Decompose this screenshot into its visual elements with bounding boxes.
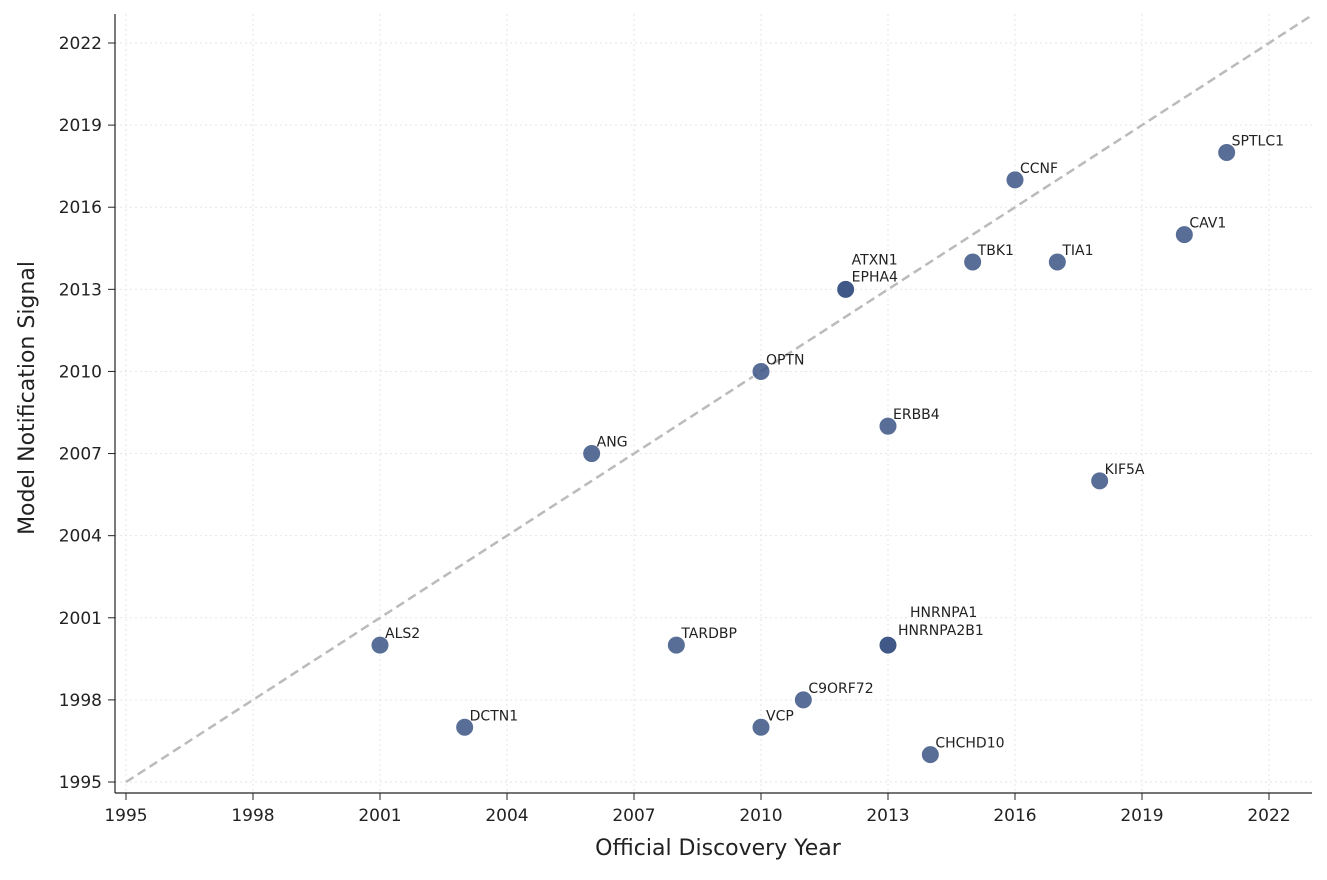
x-tick-label: 2019 [1120, 806, 1163, 826]
reference-line-y-equals-x [125, 15, 1311, 784]
y-tick-label: 1998 [59, 691, 102, 711]
x-tick-label: 2004 [485, 806, 528, 826]
x-ticks: 1995 1998 2001 2004 2007 2010 2013 2016 2019 2022 [104, 793, 1291, 826]
data-point-als2 [370, 635, 390, 655]
x-tick-label: 2013 [866, 806, 909, 826]
y-ticks: 1995 1998 2001 2004 2007 2010 2013 2016 2019 2022 [59, 34, 115, 793]
data-point-c9orf72 [793, 690, 813, 710]
point-label: C9ORF72 [808, 681, 873, 697]
data-point-erbb4 [878, 416, 898, 436]
y-tick-label: 2007 [59, 445, 102, 465]
data-point-kif5a [1090, 471, 1110, 491]
y-tick-label: 2022 [59, 34, 102, 54]
point-label: KIF5A [1105, 462, 1145, 478]
y-tick-label: 2019 [59, 116, 102, 136]
point-label: ALS2 [385, 626, 420, 642]
x-tick-label: 2007 [612, 806, 655, 826]
data-point-dctn1 [455, 717, 475, 737]
data-point-vcp [751, 717, 771, 737]
point-label: CCNF [1020, 161, 1058, 177]
point-label: HNRNPA2B1 [898, 623, 984, 639]
point-label: ERBB4 [893, 407, 940, 423]
point-label: TIA1 [1061, 243, 1093, 259]
data-point-optn [751, 361, 771, 381]
point-label: SPTLC1 [1232, 133, 1284, 149]
y-axis-label: Model Notification Signal [15, 261, 40, 535]
data-point-hnrnpa2b1 [878, 635, 898, 655]
point-labels: ALS2 DCTN1 ANG TARDBP OPTN VCP C9ORF72 ATXN1EPH… [385, 133, 1284, 751]
x-tick-label: 1998 [231, 806, 274, 826]
point-label: TBK1 [977, 243, 1014, 259]
point-label: ANG [597, 435, 628, 451]
data-point-tia1 [1047, 252, 1067, 272]
point-label: DCTN1 [470, 708, 518, 724]
y-tick-label: 1995 [59, 773, 102, 793]
data-point-ccnf [1005, 170, 1025, 190]
y-tick-label: 2004 [59, 527, 102, 547]
point-label: EPHA4 [852, 269, 898, 285]
y-tick-label: 2010 [59, 362, 102, 382]
point-label: VCP [766, 708, 794, 724]
y-tick-label: 2013 [59, 280, 102, 300]
data-point-cav1 [1174, 225, 1194, 245]
x-tick-label: 2022 [1247, 806, 1290, 826]
point-label: CHCHD10 [935, 736, 1004, 752]
x-tick-label: 2001 [358, 806, 401, 826]
data-point-ang [582, 444, 602, 464]
data-point-tbk1 [963, 252, 983, 272]
x-tick-label: 2016 [993, 806, 1036, 826]
points [370, 142, 1237, 765]
point-label: TARDBP [680, 626, 737, 642]
data-point-chchd10 [920, 745, 940, 765]
point-label: HNRNPA1 [910, 605, 977, 621]
x-axis-label: Official Discovery Year [595, 836, 842, 861]
point-label: OPTN [766, 352, 805, 368]
data-point-epha4 [836, 279, 856, 299]
data-point-sptlc1 [1217, 142, 1237, 162]
x-tick-label: 2010 [739, 806, 782, 826]
y-tick-label: 2001 [59, 609, 102, 629]
point-label: CAV1 [1189, 216, 1226, 232]
data-point-tardbp [666, 635, 686, 655]
x-tick-label: 1995 [104, 806, 147, 826]
point-label: ATXN1 [852, 252, 898, 268]
y-tick-label: 2016 [59, 198, 102, 218]
